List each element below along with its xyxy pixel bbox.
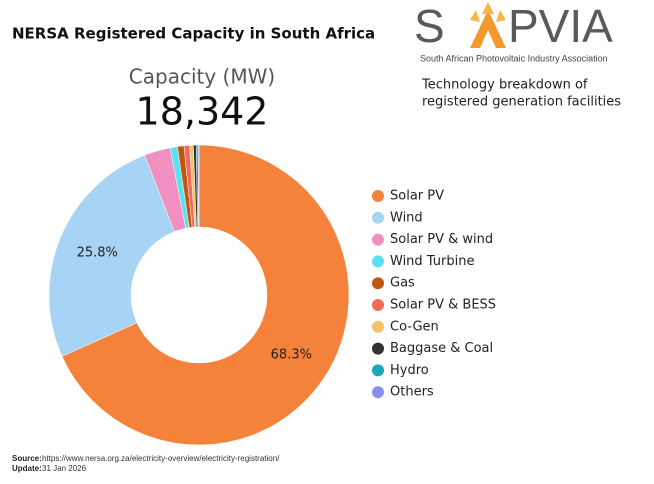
legend-swatch (372, 211, 384, 224)
legend-label: Solar PV & wind (390, 232, 493, 247)
legend-label: Baggase & Coal (390, 341, 493, 356)
legend-label: Hydro (390, 363, 429, 378)
chart-title: NERSA Registered Capacity in South Afric… (12, 25, 375, 43)
legend-label: Wind (390, 210, 423, 225)
legend-swatch (372, 299, 384, 311)
source-label: Source: (12, 454, 42, 463)
total-label: Capacity (MW) (129, 65, 275, 89)
legend-label: Wind Turbine (390, 254, 474, 269)
slice (61, 144, 350, 446)
legend-swatch (372, 277, 384, 290)
slice (197, 144, 200, 228)
source: https://www.nersa.org.za/electricity-ove… (42, 454, 280, 463)
legend-swatch (372, 255, 384, 268)
update: 31 Jan 2026 (42, 464, 87, 473)
legend-label: Solar PV (390, 189, 444, 204)
legend-swatch (372, 190, 384, 202)
logo: S PVIA South African Photovoltaic Indust… (414, 0, 613, 63)
legend-swatch (372, 233, 384, 246)
subtitle: registered generation facilities (422, 95, 621, 110)
legend-swatch (372, 386, 384, 399)
logo-tagline: South African Photovoltaic Industry Asso… (420, 53, 608, 63)
legend-swatch (372, 342, 384, 355)
update-label: Update: (12, 464, 42, 473)
legend-label: Solar PV & BESS (390, 298, 496, 313)
subtitle: Technology breakdown of (421, 78, 588, 93)
logo-left: S (414, 0, 445, 52)
logo-sun (470, 2, 506, 48)
legend-label: Others (390, 385, 434, 400)
total-value: 18,342 (136, 90, 269, 134)
legend-swatch (372, 320, 384, 333)
legend-label: Co-Gen (390, 319, 439, 334)
data-label: 68.3% (271, 347, 312, 362)
slice (48, 154, 175, 357)
logo-right: PVIA (508, 0, 613, 52)
legend-label: Gas (390, 276, 415, 291)
legend-swatch (372, 364, 384, 377)
data-label: 25.8% (77, 246, 118, 261)
